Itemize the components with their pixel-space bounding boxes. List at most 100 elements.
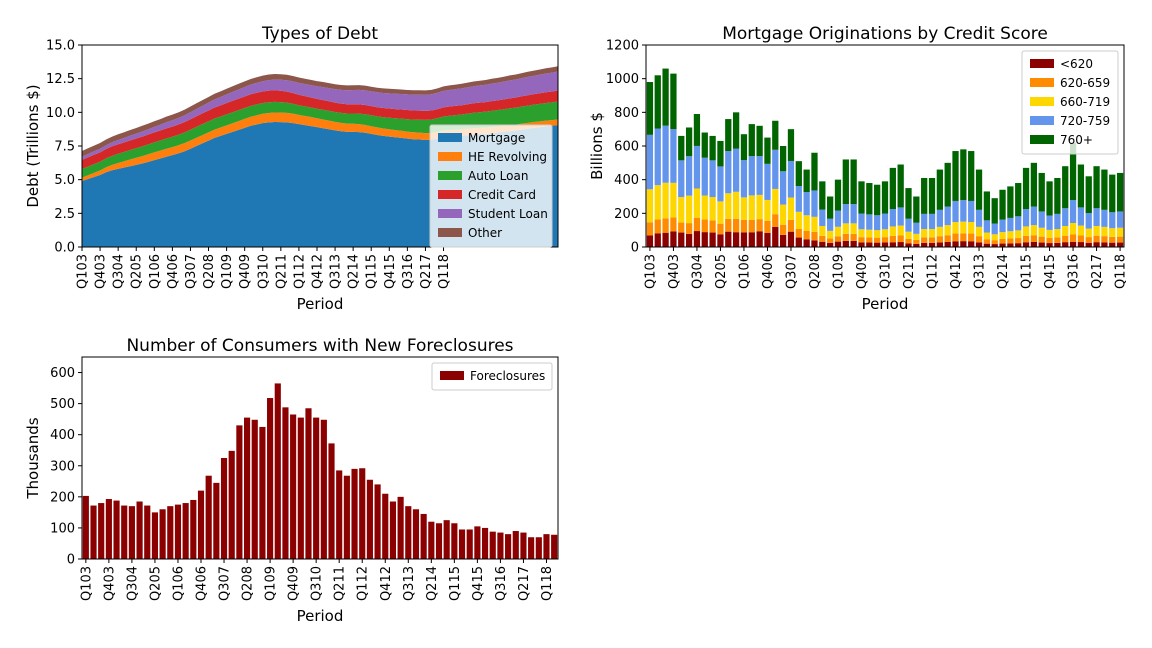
y-tick-label: 600 (50, 366, 75, 381)
bar (151, 512, 159, 559)
legend-label: 620-659 (1060, 76, 1110, 90)
x-tick-label: Q109 (220, 254, 235, 289)
bar-segment (921, 229, 928, 238)
bar-segment (1022, 242, 1030, 247)
legend-label: 660-719 (1060, 95, 1110, 109)
bar-segment (897, 225, 904, 236)
axes-frame (81, 356, 559, 560)
bar-segment (662, 218, 669, 233)
bar-segment (881, 237, 889, 243)
bar-segment (748, 232, 755, 247)
x-tick-label: Q415 (1043, 254, 1058, 289)
bar (389, 501, 397, 559)
x-tick-label: Q115 (365, 254, 380, 289)
bar-segment (1015, 216, 1022, 231)
bar-segment (811, 231, 818, 241)
bar-segment (858, 213, 865, 230)
bar-segment (1101, 226, 1108, 237)
bar-segment (952, 233, 959, 242)
bar (458, 529, 466, 559)
legend-swatch (438, 152, 462, 161)
chart-title: Mortgage Originations by Credit Score (722, 24, 1048, 44)
legend-label: 720-759 (1060, 114, 1110, 128)
bar-segment (827, 218, 834, 231)
legend-swatch (1030, 116, 1054, 125)
chart-title: Number of Consumers with New Foreclosure… (126, 336, 513, 356)
bar-segment (670, 231, 677, 247)
x-tick-label: Q403 (667, 254, 682, 289)
bar-segment (803, 169, 810, 193)
bar-segment (678, 160, 685, 198)
bar (267, 398, 274, 559)
bar-segment (1116, 227, 1124, 237)
bar-segment (1046, 229, 1053, 238)
legend-label: Mortgage (468, 131, 525, 145)
legend-swatch (438, 133, 462, 142)
x-tick-label: Q214 (996, 254, 1011, 289)
x-tick-label: Q217 (419, 254, 434, 289)
legend-label: 760+ (1060, 133, 1093, 147)
bar (359, 468, 366, 559)
bar-segment (678, 222, 685, 233)
y-tick-label: 2.5 (54, 207, 75, 222)
legend: <620 620-659 660-719 720-759 760+ (1021, 50, 1119, 155)
bar-segment (991, 234, 998, 241)
bar-segment (685, 156, 693, 196)
bar (128, 506, 135, 559)
bar-segment (1093, 166, 1100, 209)
chart-title: Types of Debt (261, 24, 378, 44)
bar-segment (670, 129, 677, 183)
bar-segment (834, 236, 842, 242)
bar-segment (1093, 235, 1100, 243)
bar-segment (1054, 242, 1061, 247)
bar-segment (803, 239, 810, 247)
bar-segment (685, 195, 693, 224)
legend-swatch (1030, 97, 1054, 106)
bar-segment (921, 242, 928, 247)
bar-segment (1038, 211, 1045, 228)
bar-segment (654, 128, 661, 186)
bar-segment (654, 185, 661, 220)
legend-swatch (440, 371, 464, 380)
bar-segment (701, 232, 708, 247)
bar-segment (968, 233, 975, 242)
x-tick-label: Q115 (448, 566, 463, 601)
bar (167, 506, 174, 559)
bar-segment (874, 184, 881, 216)
x-tick-label: Q310 (256, 254, 271, 289)
bar (113, 500, 120, 559)
x-tick-label: Q109 (264, 566, 279, 601)
foreclosures-bar-chart: Number of Consumers with New Foreclosure… (24, 336, 559, 625)
bar-segment (1116, 172, 1124, 212)
legend-swatch (438, 190, 462, 199)
y-tick-label: 12.5 (46, 72, 75, 87)
bar-segment (858, 229, 865, 238)
y-tick-label: 300 (50, 459, 75, 474)
y-tick-label: 10.0 (46, 106, 75, 121)
bar (535, 537, 542, 559)
bar (243, 417, 251, 559)
bar-segment (709, 220, 716, 233)
bar-segment (960, 221, 967, 234)
bar-segment (772, 188, 779, 215)
bar-segment (991, 240, 998, 245)
bar-segment (1015, 183, 1022, 217)
legend-swatch (438, 209, 462, 218)
bar (320, 419, 327, 559)
bar-segment (756, 125, 763, 157)
bar-segment (968, 241, 975, 247)
bar-segment (928, 213, 936, 230)
bar-segment (968, 151, 975, 201)
bar (251, 419, 258, 559)
bar (366, 479, 373, 559)
x-tick-label: Q406 (195, 566, 210, 601)
bar-segment (717, 223, 724, 235)
plot-area: 0.0 2.5 5.0 7.5 10.0 12.5 15.0 Q103 Q403 Q304 Q205… (46, 39, 559, 289)
bar-segment (827, 242, 834, 247)
bar-segment (1101, 236, 1108, 243)
bar-segment (975, 226, 983, 237)
bar-segment (881, 229, 889, 238)
x-tick-label: Q406 (166, 254, 181, 289)
bar-segment (866, 183, 873, 215)
bar-segment (1007, 186, 1014, 218)
